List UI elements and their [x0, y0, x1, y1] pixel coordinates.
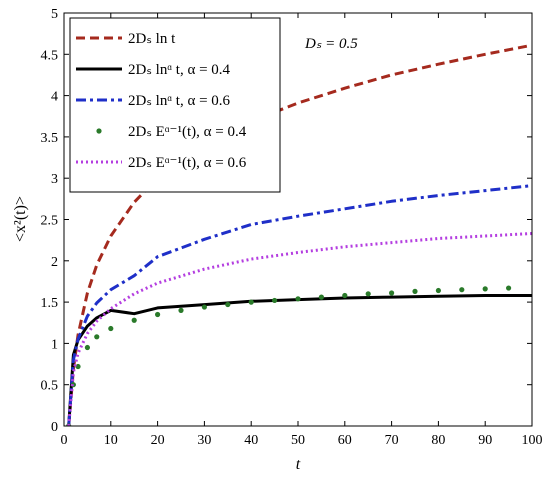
legend-items: 2Dₛ ln t 2Dₛ lnᵅ t, α = 0.4 2Dₛ lnᵅ t, α =…: [76, 31, 247, 171]
x-tick-label: 30: [197, 433, 211, 448]
legend: 2Dₛ ln t 2Dₛ lnᵅ t, α = 0.4 2Dₛ lnᵅ t, α =…: [69, 17, 281, 193]
y-tick-label: 2.5: [41, 214, 59, 229]
data-point: [482, 286, 488, 292]
data-point: [295, 296, 301, 302]
data-point: [389, 290, 395, 296]
series-4: [66, 285, 512, 426]
y-tick-label: 3: [51, 172, 58, 187]
y-tick-label: 3.5: [41, 131, 59, 146]
legend-item-5: 2Dₛ Eᵅ⁻¹(t), α = 0.6: [76, 155, 247, 171]
x-tick-label: 70: [385, 433, 399, 448]
data-point: [75, 363, 81, 370]
legend-item-1: 2Dₛ ln t: [76, 31, 176, 47]
data-point: [108, 325, 114, 332]
x-tick-label: 10: [104, 433, 118, 448]
data-point: [272, 297, 278, 304]
data-point: [342, 292, 348, 299]
series-line: [67, 184, 532, 426]
legend-item-4: 2Dₛ Eᵅ⁻¹(t), α = 0.4: [96, 124, 247, 140]
series-3: [67, 184, 532, 426]
legend-label: 2Dₛ lnᵅ t, α = 0.6: [128, 93, 231, 109]
legend-item-2: 2Dₛ lnᵅ t, α = 0.4: [76, 62, 231, 78]
legend-label: 2Dₛ ln t: [128, 31, 176, 47]
x-axis: 0 10 20 30 40 50 60 70 80 90 100: [61, 13, 543, 448]
data-point: [435, 287, 441, 294]
legend-label: 2Dₛ lnᵅ t, α = 0.4: [128, 62, 231, 78]
y-tick-label: 4: [51, 90, 58, 105]
y-tick-label: 0: [51, 420, 58, 435]
legend-box: [69, 17, 281, 193]
y-axis-title: <x²(t)>: [12, 196, 29, 242]
data-point: [412, 288, 418, 294]
legend-item-3: 2Dₛ lnᵅ t, α = 0.6: [76, 93, 231, 109]
x-tick-label: 100: [522, 433, 543, 448]
ds-annotation: Dₛ = 0.5: [304, 36, 358, 52]
y-tick-label: 2: [51, 255, 58, 270]
data-point: [94, 334, 100, 340]
data-point: [225, 301, 231, 308]
series-line: [67, 294, 532, 426]
data-point: [248, 299, 254, 305]
legend-label: 2Dₛ Eᵅ⁻¹(t), α = 0.4: [128, 124, 247, 140]
data-point: [178, 307, 184, 313]
legend-swatch: [96, 128, 102, 134]
x-tick-label: 50: [291, 433, 305, 448]
data-point: [365, 291, 371, 297]
data-point: [318, 294, 324, 300]
x-tick-label: 0: [61, 433, 68, 448]
x-tick-label: 80: [431, 433, 445, 448]
y-tick-label: 1: [51, 337, 58, 352]
data-point: [131, 317, 137, 323]
series-2: [67, 294, 532, 426]
x-tick-label: 60: [338, 433, 352, 448]
y-tick-label: 0.5: [41, 379, 59, 394]
data-point: [84, 344, 90, 351]
x-tick-label: 20: [151, 433, 165, 448]
x-tick-label: 90: [478, 433, 492, 448]
x-axis-title: t: [296, 456, 301, 473]
data-point: [155, 311, 161, 318]
y-tick-label: 5: [51, 7, 58, 22]
y-tick-label: 4.5: [41, 48, 59, 63]
y-tick-label: 1.5: [41, 296, 59, 311]
legend-label: 2Dₛ Eᵅ⁻¹(t), α = 0.6: [128, 155, 247, 171]
data-point: [506, 285, 512, 291]
data-point: [201, 304, 207, 310]
x-tick-label: 40: [244, 433, 258, 448]
data-point: [459, 287, 465, 293]
y-axis: 0 0.5 1 1.5 2 2.5 3 3.5 4 4.5 5: [41, 7, 532, 435]
